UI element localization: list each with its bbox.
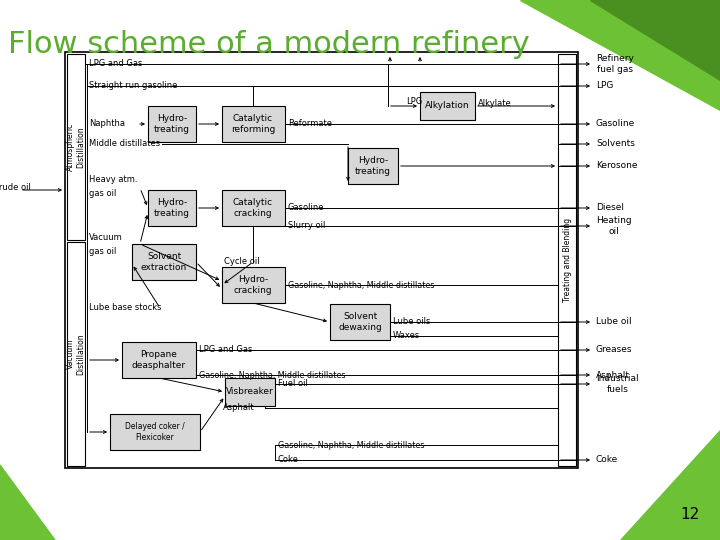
Text: Hydro-
treating: Hydro- treating: [154, 198, 190, 218]
Polygon shape: [620, 430, 720, 540]
Bar: [67, 242, 85, 466]
Text: Asphalt: Asphalt: [223, 403, 255, 413]
Text: Fuel oil: Fuel oil: [278, 380, 308, 388]
Text: Heating
oil: Heating oil: [596, 217, 631, 235]
Bar: [225, 378, 275, 406]
Text: Heavy atm.: Heavy atm.: [89, 176, 138, 185]
Bar: [65, 52, 578, 468]
Text: Diesel: Diesel: [596, 204, 624, 213]
Text: Crude oil: Crude oil: [0, 184, 31, 192]
Text: Gasoline, Naphtha, Middle distillates: Gasoline, Naphtha, Middle distillates: [278, 441, 425, 449]
Bar: [122, 342, 196, 378]
Text: LPG: LPG: [406, 98, 422, 106]
Bar: [558, 54, 576, 466]
Text: 12: 12: [680, 507, 700, 522]
Text: Gasoline, Naphtha, Middle distillates: Gasoline, Naphtha, Middle distillates: [199, 370, 346, 380]
Text: Coke: Coke: [596, 456, 618, 464]
Text: LPG and Gas: LPG and Gas: [89, 59, 143, 69]
Text: Vacuum
Distillation: Vacuum Distillation: [66, 333, 86, 375]
Bar: [222, 190, 285, 226]
Text: Treating and Blending: Treating and Blending: [562, 218, 572, 302]
Text: gas oil: gas oil: [89, 246, 117, 255]
Text: Middle distillates: Middle distillates: [89, 139, 160, 148]
Text: Cycle oil: Cycle oil: [224, 258, 260, 267]
Bar: [110, 414, 200, 450]
Text: Alkylation: Alkylation: [425, 102, 469, 111]
Text: Straight run gasoline: Straight run gasoline: [89, 82, 177, 91]
Text: Lube oil: Lube oil: [596, 318, 631, 327]
Bar: [148, 190, 196, 226]
Text: LPG: LPG: [596, 82, 613, 91]
Text: Atmospheric
Distillation: Atmospheric Distillation: [66, 123, 86, 171]
Bar: [330, 304, 390, 340]
Text: Asphalt: Asphalt: [596, 370, 630, 380]
Polygon shape: [0, 465, 55, 540]
Text: Alkylate: Alkylate: [478, 98, 512, 107]
Text: LPG and Gas: LPG and Gas: [199, 346, 253, 354]
Text: Gasoline: Gasoline: [288, 204, 325, 213]
Text: Flow scheme of a modern refinery: Flow scheme of a modern refinery: [8, 30, 530, 59]
Text: Hydro-
cracking: Hydro- cracking: [234, 275, 272, 295]
Text: Delayed coker /
Flexicoker: Delayed coker / Flexicoker: [125, 422, 185, 442]
Text: Propane
deasphalter: Propane deasphalter: [132, 350, 186, 370]
Text: Catalytic
reforming: Catalytic reforming: [231, 114, 275, 134]
Bar: [222, 106, 285, 142]
Text: Greases: Greases: [596, 346, 632, 354]
Text: Hydro-
treating: Hydro- treating: [154, 114, 190, 134]
Text: Naphtha: Naphtha: [89, 119, 125, 129]
Text: gas oil: gas oil: [89, 190, 117, 199]
Text: Gasoline, Naphtha, Middle distillates: Gasoline, Naphtha, Middle distillates: [288, 280, 434, 289]
Bar: [420, 92, 475, 120]
Text: Kerosone: Kerosone: [596, 161, 637, 171]
Text: Refinery
fuel gas: Refinery fuel gas: [596, 55, 634, 73]
Text: Coke: Coke: [278, 456, 299, 464]
Text: Solvent
dewaxing: Solvent dewaxing: [338, 312, 382, 332]
Bar: [67, 54, 85, 240]
Polygon shape: [590, 0, 720, 80]
Text: Solvent
extraction: Solvent extraction: [141, 252, 187, 272]
Text: Waxes: Waxes: [393, 332, 420, 341]
Text: Slurry oil: Slurry oil: [288, 221, 325, 231]
Bar: [222, 267, 285, 303]
Text: Reformate: Reformate: [288, 119, 332, 129]
Text: Industrial
fuels: Industrial fuels: [596, 374, 639, 394]
Text: Visbreaker: Visbreaker: [226, 388, 274, 396]
Text: Gasoline: Gasoline: [596, 119, 635, 129]
Bar: [348, 148, 398, 184]
Text: Hydro-
treating: Hydro- treating: [355, 156, 391, 176]
Text: Vacuum: Vacuum: [89, 233, 122, 241]
Text: Solvents: Solvents: [596, 139, 635, 148]
Text: Lube oils: Lube oils: [393, 318, 431, 327]
Text: Catalytic
cracking: Catalytic cracking: [233, 198, 273, 218]
Text: Lube base stocks: Lube base stocks: [89, 303, 161, 313]
Bar: [132, 244, 196, 280]
Bar: [148, 106, 196, 142]
Polygon shape: [520, 0, 720, 110]
